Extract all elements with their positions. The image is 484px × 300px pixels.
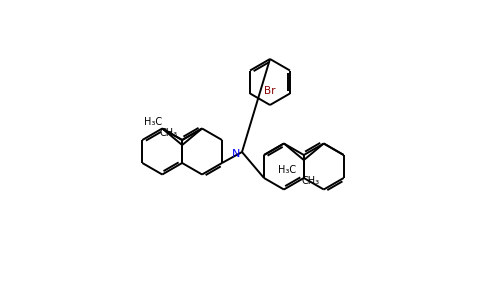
Text: Br: Br [264, 86, 276, 96]
Text: CH₃: CH₃ [159, 128, 177, 138]
Text: N: N [232, 149, 240, 159]
Text: H₃C: H₃C [278, 165, 296, 175]
Text: H₃C: H₃C [144, 117, 162, 127]
Text: CH₃: CH₃ [302, 176, 320, 186]
